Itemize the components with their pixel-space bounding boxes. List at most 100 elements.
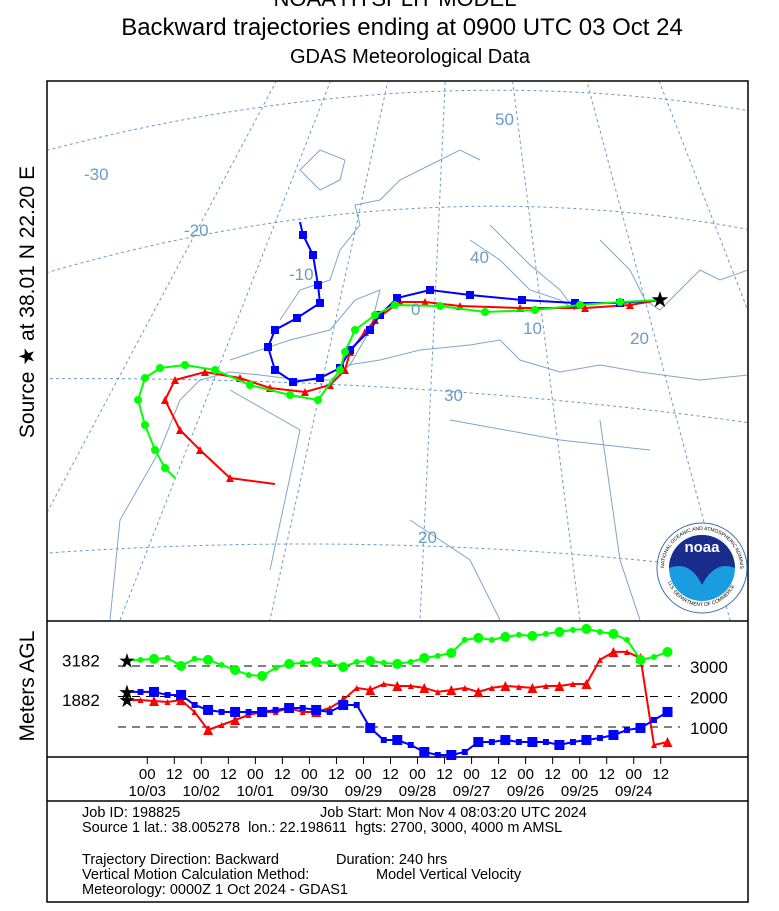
marker <box>137 656 144 663</box>
marker <box>380 736 387 743</box>
lat-label: 20 <box>418 528 437 547</box>
trajectory <box>264 221 661 386</box>
marker <box>461 684 468 691</box>
marker <box>473 736 484 747</box>
x-date-label: 09/26 <box>507 783 545 800</box>
x-tick-label: 00 <box>301 766 318 783</box>
lat-label: 40 <box>470 248 489 267</box>
title: Backward trajectories ending at 0900 UTC… <box>121 14 683 41</box>
lat-line <box>48 543 747 574</box>
marker <box>137 696 144 703</box>
coastline <box>109 289 381 620</box>
marker <box>500 631 511 642</box>
coastline <box>347 339 747 381</box>
x-tick-label: 00 <box>463 766 480 783</box>
y-tick-label: 1000 <box>690 719 728 738</box>
footer-text: Source 1 lat.: 38.005278 lon.: 22.198611… <box>82 820 562 836</box>
marker <box>230 706 241 717</box>
marker <box>596 628 603 635</box>
marker <box>581 678 592 689</box>
marker <box>257 706 268 717</box>
x-date-label: 10/03 <box>128 783 166 800</box>
series: ★ <box>118 623 673 681</box>
x-date-label: 10/01 <box>237 783 275 800</box>
marker <box>365 684 376 695</box>
marker <box>353 684 360 691</box>
marker <box>299 659 306 666</box>
x-tick-label: 00 <box>625 766 642 783</box>
marker <box>353 701 360 708</box>
frame <box>46 80 749 903</box>
x-date-label: 09/30 <box>291 783 329 800</box>
top-title: NOAA HYSPLIT MODEL <box>274 0 517 11</box>
footer-text: Vertical Motion Calculation Method: <box>82 867 309 883</box>
x-tick-label: 12 <box>652 766 669 783</box>
marker <box>554 680 565 691</box>
marker <box>311 656 322 667</box>
marker <box>407 741 414 748</box>
x-tick-label: 12 <box>382 766 399 783</box>
marker <box>299 704 306 711</box>
subtitle: GDAS Meteorological Data <box>290 46 531 68</box>
marker <box>581 734 592 745</box>
x-tick-label: 00 <box>355 766 372 783</box>
x-tick-label: 00 <box>139 766 156 783</box>
x-tick-label: 12 <box>166 766 183 783</box>
marker <box>203 704 214 715</box>
marker <box>662 646 673 657</box>
footer-text: Meteorology: 0000Z 1 Oct 2024 - GDAS1 <box>82 882 348 898</box>
marker <box>488 636 495 643</box>
x-tick-label: 12 <box>220 766 237 783</box>
x-date-label: 09/29 <box>345 783 383 800</box>
marker <box>662 736 673 747</box>
marker <box>581 623 592 634</box>
marker <box>164 654 171 661</box>
marker <box>623 636 630 643</box>
marker <box>569 738 576 745</box>
footer-text: Trajectory Direction: Backward <box>82 852 279 868</box>
x-date-label: 09/27 <box>453 783 491 800</box>
coastline <box>599 239 747 311</box>
footer-text: Job ID: 198825 <box>82 805 180 821</box>
side-label: Source ★ at 38.01 N 22.20 E <box>16 166 39 438</box>
x-tick-label: 00 <box>193 766 210 783</box>
start-star: ★ <box>118 650 136 672</box>
marker <box>434 652 441 659</box>
marker <box>149 686 160 697</box>
start-star: ★ <box>118 690 136 712</box>
marker <box>554 739 565 750</box>
footer: Job ID: 198825 Job Start: Mon Nov 4 08:0… <box>82 805 587 898</box>
marker <box>245 708 252 715</box>
marker <box>515 631 522 638</box>
marker <box>218 661 225 668</box>
height-line <box>127 690 669 756</box>
lat-label: 30 <box>444 386 463 405</box>
marker <box>569 626 576 633</box>
marker <box>365 655 376 666</box>
marker <box>380 659 387 666</box>
height-line <box>126 627 668 678</box>
trajectory <box>161 298 661 485</box>
marker <box>149 695 160 706</box>
marker <box>149 653 160 664</box>
marker <box>554 626 565 637</box>
marker <box>203 724 214 735</box>
marker <box>230 714 241 725</box>
series: ★ <box>118 682 673 760</box>
marker <box>473 632 484 643</box>
marker <box>650 741 657 748</box>
marker <box>407 658 414 665</box>
marker <box>230 664 241 675</box>
marker <box>218 721 225 728</box>
marker <box>515 683 522 690</box>
marker <box>245 671 252 678</box>
border <box>229 389 651 620</box>
lat-line <box>48 378 747 423</box>
lon-label: 10 <box>523 319 542 338</box>
y-axis-label: Meters AGL <box>16 631 39 742</box>
marker <box>137 688 144 695</box>
marker <box>488 738 495 745</box>
marker <box>419 652 430 663</box>
coastline <box>279 149 481 321</box>
